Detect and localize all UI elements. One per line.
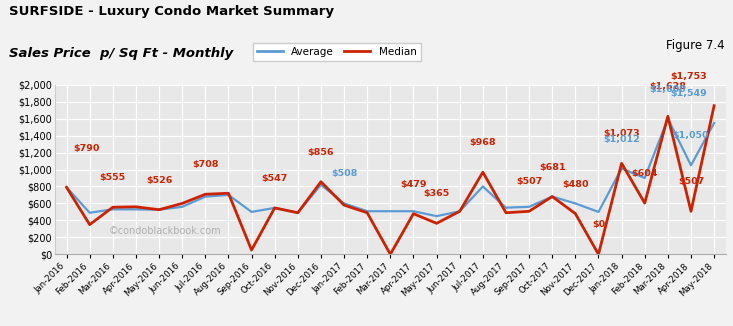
Text: $1,012: $1,012 (603, 135, 640, 143)
Text: $0: $0 (592, 220, 605, 229)
Text: $508: $508 (331, 170, 357, 178)
Text: $555: $555 (100, 173, 126, 182)
Text: $856: $856 (308, 148, 334, 157)
Text: $480: $480 (562, 180, 589, 189)
Text: $1,549: $1,549 (671, 89, 707, 98)
Text: $507: $507 (516, 177, 542, 186)
Text: $365: $365 (424, 189, 450, 198)
Text: Sales Price  p/ Sq Ft - Monthly: Sales Price p/ Sq Ft - Monthly (9, 47, 233, 60)
Text: Figure 7.4: Figure 7.4 (666, 39, 724, 52)
Legend: Average, Median: Average, Median (253, 42, 421, 61)
Text: $708: $708 (192, 160, 218, 169)
Text: $681: $681 (539, 163, 566, 171)
Text: $1,050: $1,050 (673, 131, 710, 140)
Text: $1,600: $1,600 (649, 85, 686, 94)
Text: $547: $547 (262, 174, 288, 183)
Text: $790: $790 (73, 143, 100, 153)
Text: $526: $526 (146, 176, 172, 185)
Text: ©condoblackbook.com: ©condoblackbook.com (108, 226, 221, 236)
Text: $479: $479 (400, 180, 427, 189)
Text: $1,753: $1,753 (671, 72, 707, 81)
Text: $1,073: $1,073 (603, 129, 640, 138)
Text: SURFSIDE - Luxury Condo Market Summary: SURFSIDE - Luxury Condo Market Summary (9, 5, 334, 18)
Text: $968: $968 (470, 138, 496, 147)
Text: $507: $507 (678, 177, 704, 186)
Text: $1,628: $1,628 (649, 82, 686, 91)
Text: $604: $604 (632, 169, 658, 178)
